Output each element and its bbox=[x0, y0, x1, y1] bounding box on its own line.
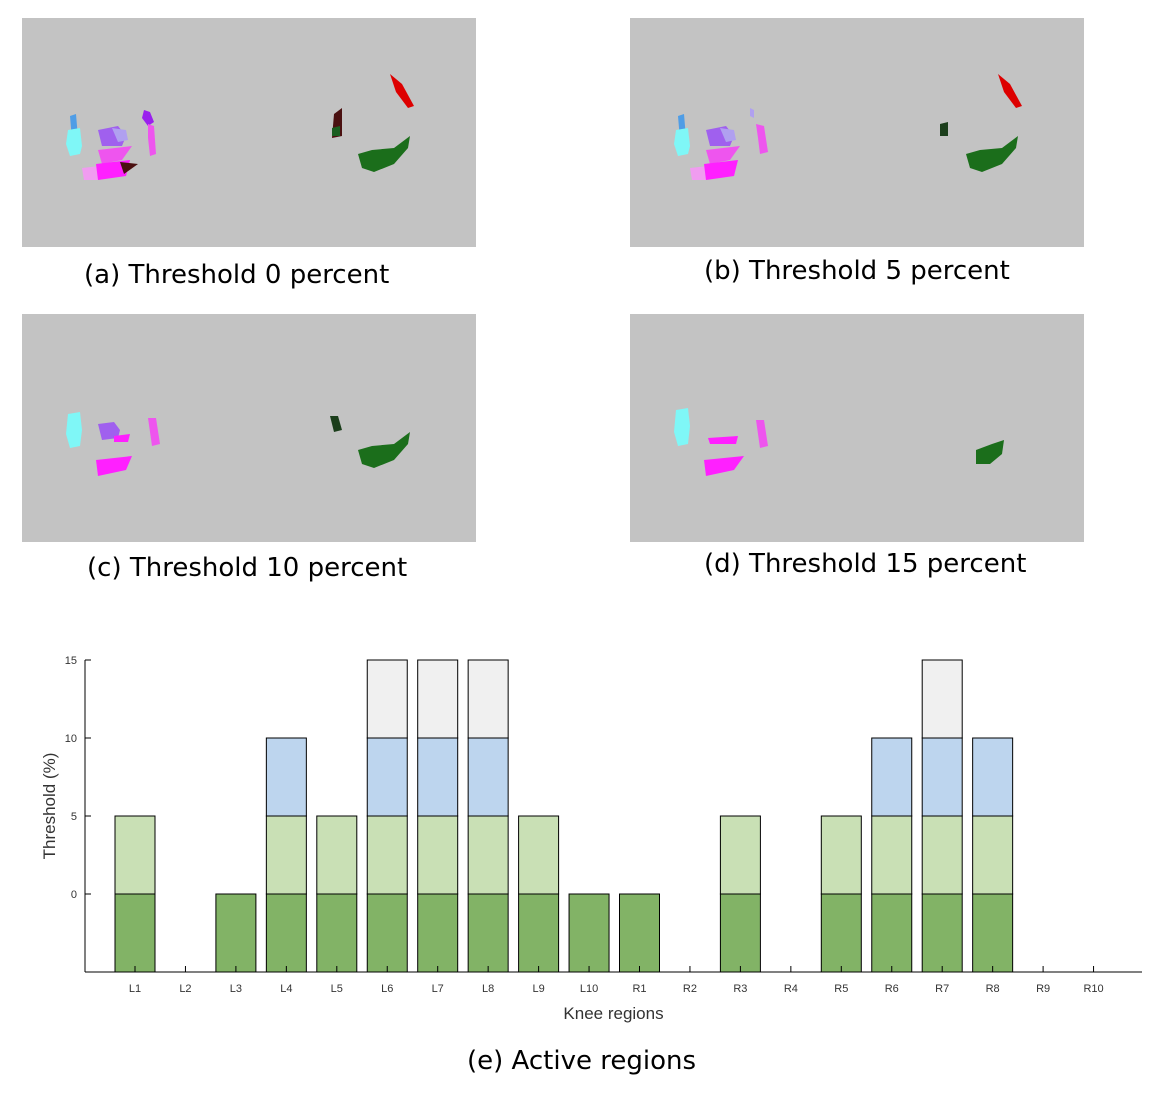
x-tick-label-R5: R5 bbox=[834, 983, 848, 995]
x-tick-label-L6: L6 bbox=[381, 983, 393, 995]
x-tick-label-L9: L9 bbox=[532, 983, 544, 995]
y-tick-label: 5 bbox=[71, 811, 77, 823]
bar-R8-segment-1 bbox=[972, 815, 1014, 895]
bar-L7-segment-1 bbox=[417, 815, 459, 895]
bar-R3-segment-0 bbox=[719, 893, 761, 973]
bar-L4-segment-1 bbox=[265, 815, 307, 895]
bar-L9-segment-1 bbox=[518, 815, 560, 895]
x-axis-label: Knee regions bbox=[563, 1004, 663, 1023]
bar-R6-segment-1 bbox=[871, 815, 913, 895]
bar-L8-segment-1 bbox=[467, 815, 509, 895]
bar-L1-segment-1 bbox=[114, 815, 156, 895]
bar-L6-segment-3 bbox=[366, 659, 408, 739]
panel-c-caption: (c) Threshold 10 percent bbox=[87, 553, 408, 583]
panel-c-image bbox=[22, 314, 476, 542]
bar-L9-segment-0 bbox=[518, 893, 560, 973]
bar-L8-segment-3 bbox=[467, 659, 509, 739]
active-regions-chart: 0 5 10 15 L1 L2 L3 L4 L5 L6 L7 L8 L9 L10 R1 R2 R3 R4 R5 R6 R… bbox=[0, 640, 1164, 1045]
y-tick-label: 0 bbox=[71, 889, 77, 901]
bar-L3-segment-0 bbox=[215, 893, 257, 973]
x-tick-label-L2: L2 bbox=[179, 983, 191, 995]
bar-L6-segment-2 bbox=[366, 737, 408, 817]
chart-caption: (e) Active regions bbox=[467, 1046, 697, 1076]
bar-L7-segment-3 bbox=[417, 659, 459, 739]
bar-L7-segment-0 bbox=[417, 893, 459, 973]
panel-a-caption: (a) Threshold 0 percent bbox=[84, 260, 390, 290]
x-tick-label-L1: L1 bbox=[129, 983, 141, 995]
bar-R7-segment-1 bbox=[921, 815, 963, 895]
x-tick-label-R9: R9 bbox=[1036, 983, 1050, 995]
x-tick-label-L8: L8 bbox=[482, 983, 494, 995]
x-tick-label-R6: R6 bbox=[885, 983, 899, 995]
x-tick-label-L5: L5 bbox=[331, 983, 343, 995]
x-tick-label-R7: R7 bbox=[935, 983, 949, 995]
bar-L5-segment-1 bbox=[316, 815, 358, 895]
bar-L5-segment-0 bbox=[316, 893, 358, 973]
x-tick-label-R4: R4 bbox=[784, 983, 798, 995]
panel-d-image bbox=[630, 314, 1084, 542]
bar-L6-segment-1 bbox=[366, 815, 408, 895]
bar-L6-segment-0 bbox=[366, 893, 408, 973]
x-tick-label-R2: R2 bbox=[683, 983, 697, 995]
panel-b-image bbox=[630, 18, 1084, 247]
bar-R7-segment-2 bbox=[921, 737, 963, 817]
bar-R8-segment-0 bbox=[972, 893, 1014, 973]
x-tick-label-L3: L3 bbox=[230, 983, 242, 995]
bar-L8-segment-0 bbox=[467, 893, 509, 973]
y-tick-label: 15 bbox=[65, 655, 77, 667]
bar-L4-segment-0 bbox=[265, 893, 307, 973]
bar-R3-segment-1 bbox=[719, 815, 761, 895]
panel-d-caption: (d) Threshold 15 percent bbox=[704, 549, 1027, 579]
x-tick-label-L7: L7 bbox=[432, 983, 444, 995]
bar-R6-segment-0 bbox=[871, 893, 913, 973]
bar-L7-segment-2 bbox=[417, 737, 459, 817]
bar-R8-segment-2 bbox=[972, 737, 1014, 817]
bar-R6-segment-2 bbox=[871, 737, 913, 817]
y-axis-label: Threshold (%) bbox=[40, 753, 59, 860]
bar-L4-segment-2 bbox=[265, 737, 307, 817]
bar-L1-segment-0 bbox=[114, 893, 156, 973]
x-tick-label-R10: R10 bbox=[1083, 983, 1103, 995]
chart-svg: 0 5 10 15 L1 L2 L3 L4 L5 L6 L7 L8 L9 L10 R1 R2 R3 R4 R5 R6 R… bbox=[40, 655, 1142, 1023]
x-tick-label-L10: L10 bbox=[580, 983, 598, 995]
bar-L8-segment-2 bbox=[467, 737, 509, 817]
bar-R5-segment-1 bbox=[820, 815, 862, 895]
panel-a-image bbox=[22, 18, 476, 247]
x-tick-label-R8: R8 bbox=[986, 983, 1000, 995]
bar-R5-segment-0 bbox=[820, 893, 862, 973]
x-tick-label-R3: R3 bbox=[733, 983, 747, 995]
bar-R7-segment-3 bbox=[921, 659, 963, 739]
bar-R1-segment-0 bbox=[619, 893, 660, 973]
x-tick-label-R1: R1 bbox=[632, 983, 646, 995]
panel-b-caption: (b) Threshold 5 percent bbox=[704, 256, 1010, 286]
x-tick-label-L4: L4 bbox=[280, 983, 292, 995]
bar-R7-segment-0 bbox=[921, 893, 963, 973]
bar-L10-segment-0 bbox=[568, 893, 610, 973]
y-tick-label: 10 bbox=[65, 733, 77, 745]
